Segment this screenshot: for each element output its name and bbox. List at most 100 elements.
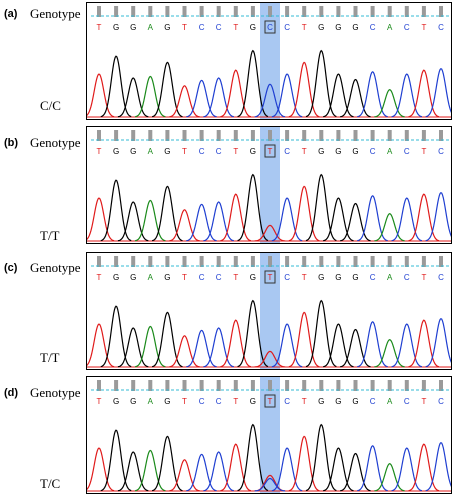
trace-peak: [237, 49, 269, 118]
base-call: G: [318, 23, 324, 32]
position-tick: [199, 380, 204, 391]
base-call: G: [113, 23, 119, 32]
base-call: A: [387, 273, 393, 282]
position-tick: [148, 380, 153, 391]
trace-peak: [186, 329, 217, 368]
trace-peak: [186, 79, 217, 118]
position-tick: [404, 130, 409, 141]
position-tick: [131, 380, 136, 391]
trace-peak: [203, 327, 234, 368]
base-call: C: [216, 273, 222, 282]
base-call: G: [250, 397, 256, 406]
base-call: G: [250, 23, 256, 32]
position-tick: [114, 130, 119, 141]
position-tick: [216, 130, 221, 141]
base-call: C: [404, 397, 410, 406]
position-tick: [302, 130, 307, 141]
base-call: G: [352, 273, 358, 282]
position-tick: [370, 256, 375, 267]
position-tick: [421, 256, 426, 267]
position-tick: [97, 6, 101, 17]
position-tick: [97, 130, 101, 141]
trace-peak: [220, 69, 252, 118]
base-call: A: [148, 23, 154, 32]
position-tick: [439, 130, 443, 141]
trace-peak: [186, 453, 217, 492]
trace-peak: [87, 73, 115, 118]
genotype-label: T/T: [40, 228, 60, 243]
base-call: T: [302, 397, 307, 406]
base-call: G: [352, 147, 358, 156]
position-tick: [233, 6, 238, 17]
base-call: T: [182, 397, 187, 406]
base-call: T: [182, 147, 187, 156]
base-call: A: [148, 273, 154, 282]
trace-peak: [87, 447, 115, 492]
trace-peak: [169, 459, 200, 492]
base-call: C: [199, 397, 205, 406]
base-call: A: [387, 147, 393, 156]
position-tick: [285, 130, 290, 141]
trace-peak: [220, 193, 252, 242]
base-call: T: [182, 23, 187, 32]
position-tick: [302, 380, 307, 391]
base-call: T: [421, 273, 426, 282]
base-call: G: [352, 397, 358, 406]
base-call: C: [216, 147, 222, 156]
base-call: T: [233, 397, 238, 406]
base-call: G: [335, 397, 341, 406]
position-tick: [319, 130, 324, 141]
position-tick: [199, 130, 204, 141]
base-call: C: [370, 397, 376, 406]
position-tick: [165, 380, 170, 391]
panel-label: (a): [4, 8, 18, 20]
position-tick: [131, 6, 136, 17]
genotype-label: T/C: [40, 476, 61, 491]
base-call: G: [113, 147, 119, 156]
highlight-box: [264, 394, 276, 408]
base-call: C: [438, 23, 444, 32]
base-call: C: [216, 23, 222, 32]
position-tick: [97, 256, 101, 267]
position-tick: [199, 256, 204, 267]
trace-peak: [425, 67, 451, 118]
base-call: T: [97, 273, 102, 282]
trace-peak: [87, 323, 115, 368]
trace-peak: [151, 185, 183, 242]
trace-peak: [305, 173, 337, 242]
position-tick: [114, 6, 119, 17]
trace-peak: [237, 423, 269, 492]
base-call: G: [352, 23, 358, 32]
position-tick: [336, 380, 341, 391]
trace-peak: [305, 299, 337, 368]
position-tick: [148, 6, 153, 17]
trace-peak: [288, 185, 320, 242]
position-tick: [421, 130, 426, 141]
trace-peak: [288, 61, 320, 118]
trace-peak: [357, 445, 388, 492]
position-tick: [387, 256, 392, 267]
position-tick: [370, 380, 375, 391]
position-tick: [182, 130, 187, 141]
trace-peak: [186, 203, 217, 242]
base-call: C: [284, 397, 290, 406]
trace-peak: [288, 311, 320, 368]
position-tick: [319, 6, 324, 17]
base-call: G: [164, 147, 170, 156]
trace-peak: [151, 61, 183, 118]
base-call: C: [404, 147, 410, 156]
position-tick: [353, 6, 358, 17]
position-tick: [404, 256, 409, 267]
position-tick: [404, 6, 409, 17]
position-tick: [353, 130, 358, 141]
base-call: G: [250, 273, 256, 282]
position-tick: [268, 6, 272, 17]
base-call: C: [370, 147, 376, 156]
position-tick: [165, 130, 170, 141]
genotype-title: Genotype: [30, 260, 81, 275]
position-tick: [114, 380, 119, 391]
trace-peak: [254, 477, 286, 492]
